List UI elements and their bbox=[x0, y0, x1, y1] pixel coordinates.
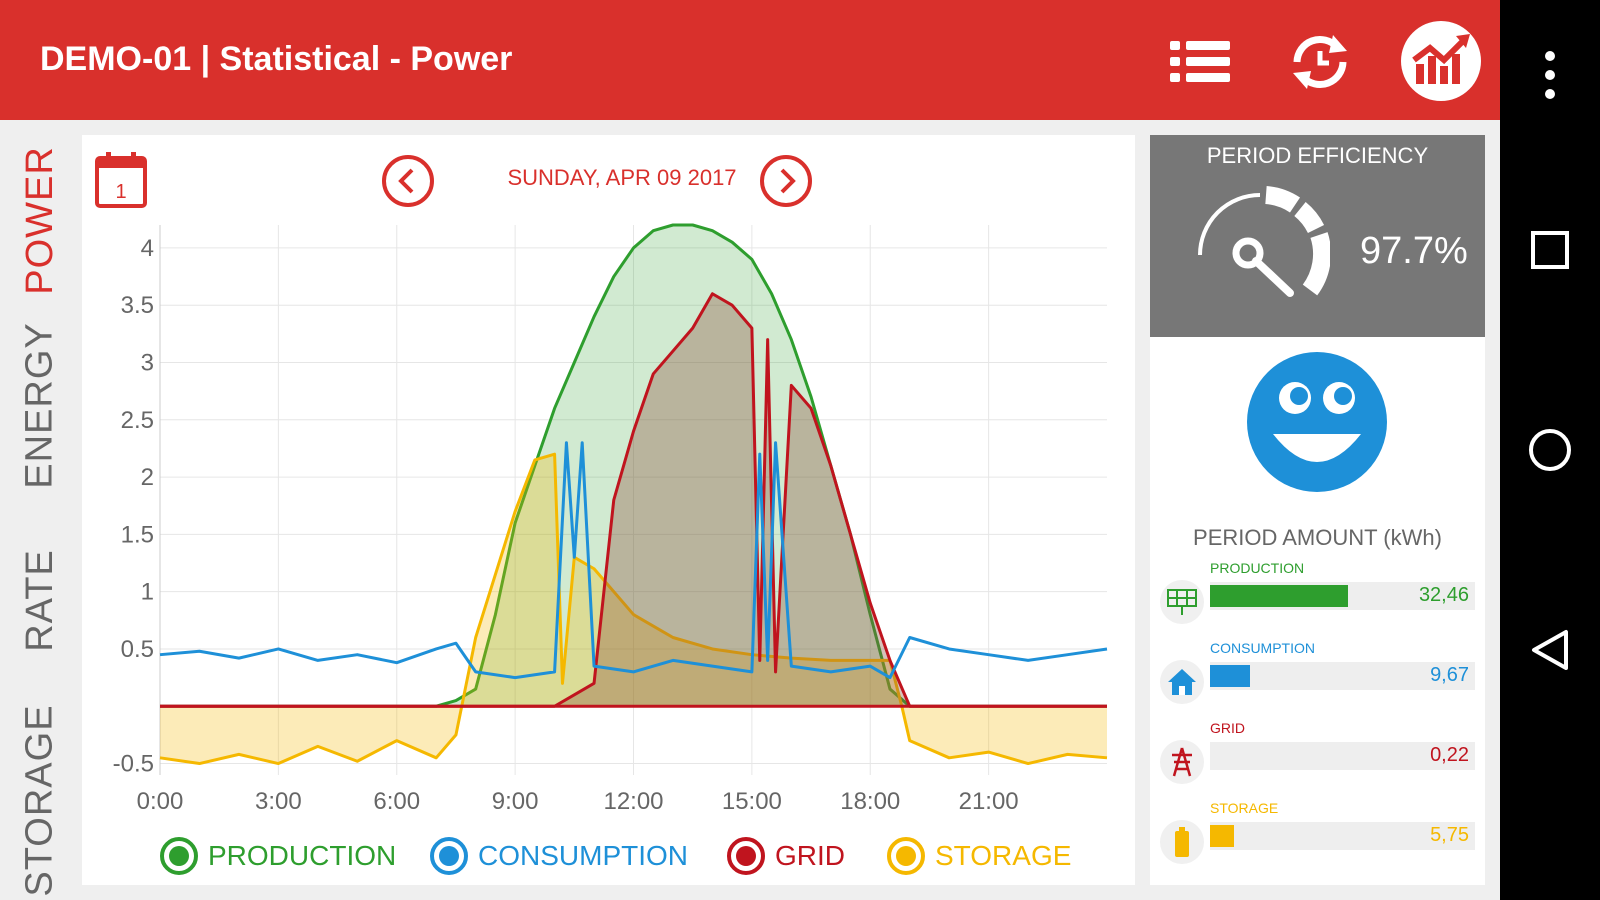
stat-label: CONSUMPTION bbox=[1210, 640, 1315, 656]
tab-storage[interactable]: STORAGE bbox=[18, 703, 61, 897]
legend-grid[interactable]: GRID bbox=[727, 837, 845, 875]
smiley-face-icon bbox=[1245, 350, 1389, 499]
date-label: SUNDAY, APR 09 2017 bbox=[507, 165, 737, 190]
chevron-right-icon bbox=[760, 155, 812, 207]
battery-icon bbox=[1160, 820, 1204, 864]
list-icon[interactable] bbox=[1160, 22, 1240, 102]
recent-apps-icon[interactable] bbox=[1500, 210, 1600, 290]
house-icon bbox=[1160, 660, 1204, 704]
chart-panel: 1 SUNDAY, APR 09 2017 4 3.5 3 2.5 2 1.5 1 0.5 -0… bbox=[82, 135, 1135, 885]
y-tick-label: 4 bbox=[141, 235, 154, 262]
page-title: DEMO-01 | Statistical - Power bbox=[40, 40, 513, 78]
stat-storage[interactable]: STORAGE 5,75 bbox=[1150, 800, 1485, 870]
x-tick-label: 0:00 bbox=[137, 788, 184, 815]
back-icon[interactable] bbox=[1500, 610, 1600, 690]
tab-rate[interactable]: RATE bbox=[18, 548, 61, 652]
stat-value: 0,22 bbox=[1430, 744, 1469, 766]
x-tick-label: 6:00 bbox=[373, 788, 420, 815]
side-tabs: POWER ENERGY RATE STORAGE bbox=[0, 120, 80, 900]
y-tick-label: 2 bbox=[141, 464, 154, 491]
calendar-icon[interactable]: 1 bbox=[94, 150, 148, 215]
refresh-clock-icon[interactable] bbox=[1280, 22, 1360, 102]
series-area-production bbox=[160, 225, 1107, 707]
stat-bar-fill bbox=[1210, 825, 1234, 847]
stat-label: PRODUCTION bbox=[1210, 560, 1305, 576]
legend-dot bbox=[430, 837, 468, 875]
y-tick-label: 2.5 bbox=[121, 407, 154, 434]
chart-logo-icon[interactable] bbox=[1400, 20, 1482, 102]
y-tick-label: 1 bbox=[141, 579, 154, 606]
x-tick-label: 3:00 bbox=[255, 788, 302, 815]
x-tick-label: 18:00 bbox=[840, 788, 900, 815]
x-tick-label: 21:00 bbox=[959, 788, 1019, 815]
y-tick-label: 3.5 bbox=[121, 292, 154, 319]
stat-bar-fill bbox=[1210, 665, 1250, 687]
y-tick-label: 1.5 bbox=[121, 521, 154, 548]
tab-power[interactable]: POWER bbox=[18, 145, 61, 295]
prev-day-button[interactable] bbox=[380, 153, 436, 214]
legend-dot bbox=[727, 837, 765, 875]
power-tower-icon bbox=[1160, 740, 1204, 784]
period-amount-title: PERIOD AMOUNT (kWh) bbox=[1193, 525, 1442, 550]
next-day-button[interactable] bbox=[758, 153, 814, 214]
stat-label: GRID bbox=[1210, 720, 1245, 736]
stat-value: 9,67 bbox=[1430, 664, 1469, 686]
tab-energy[interactable]: ENERGY bbox=[18, 321, 61, 489]
legend-dot bbox=[160, 837, 198, 875]
legend-consumption[interactable]: CONSUMPTION bbox=[430, 837, 688, 875]
stat-grid[interactable]: GRID 0,22 bbox=[1150, 720, 1485, 790]
x-tick-label: 9:00 bbox=[492, 788, 539, 815]
more-vert-icon[interactable] bbox=[1500, 35, 1600, 115]
chevron-left-icon bbox=[382, 155, 434, 207]
efficiency-title: PERIOD EFFICIENCY bbox=[1206, 143, 1429, 168]
series-line-storage bbox=[159, 452, 1108, 766]
power-chart: 4 3.5 3 2.5 2 1.5 1 0.5 -0.5 0:00 3:00 6:00 9:00 12:0… bbox=[113, 223, 1108, 815]
system-nav-bar bbox=[1500, 0, 1600, 900]
top-app-bar: DEMO-01 | Statistical - Power bbox=[0, 0, 1500, 120]
series-line-consumption bbox=[159, 441, 1108, 680]
stat-bar: 9,67 bbox=[1210, 662, 1475, 690]
stat-bar: 5,75 bbox=[1210, 822, 1475, 850]
app-root: DEMO-01 | Statistical - Power bbox=[0, 0, 1500, 900]
solar-panel-icon bbox=[1160, 580, 1204, 624]
legend-storage[interactable]: STORAGE bbox=[887, 837, 1071, 875]
x-tick-label: 15:00 bbox=[722, 788, 782, 815]
stat-bar-fill bbox=[1210, 585, 1348, 607]
home-icon[interactable] bbox=[1500, 410, 1600, 490]
stat-bar: 0,22 bbox=[1210, 742, 1475, 770]
y-tick-label: 3 bbox=[141, 350, 154, 377]
stat-label: STORAGE bbox=[1210, 800, 1279, 816]
stat-value: 5,75 bbox=[1430, 824, 1469, 846]
stat-value: 32,46 bbox=[1418, 584, 1469, 606]
stat-bar: 32,46 bbox=[1210, 582, 1475, 610]
efficiency-card: PERIOD EFFICIENCY 97.7% bbox=[1150, 135, 1485, 337]
series-line-grid bbox=[160, 292, 1107, 708]
stat-production[interactable]: PRODUCTION 32,46 bbox=[1150, 560, 1485, 630]
series-area-storage bbox=[160, 454, 1107, 764]
efficiency-value: 97.7% bbox=[1360, 230, 1468, 272]
y-tick-label: 0.5 bbox=[121, 636, 154, 663]
calendar-day: 1 bbox=[115, 181, 126, 203]
gauge-icon bbox=[1190, 185, 1332, 320]
x-tick-label: 12:00 bbox=[603, 788, 663, 815]
summary-panel: PERIOD EFFICIENCY 97.7% PER bbox=[1150, 135, 1485, 885]
legend-production[interactable]: PRODUCTION bbox=[160, 837, 396, 875]
legend-dot bbox=[887, 837, 925, 875]
y-tick-label: -0.5 bbox=[113, 751, 154, 778]
stat-consumption[interactable]: CONSUMPTION 9,67 bbox=[1150, 640, 1485, 710]
